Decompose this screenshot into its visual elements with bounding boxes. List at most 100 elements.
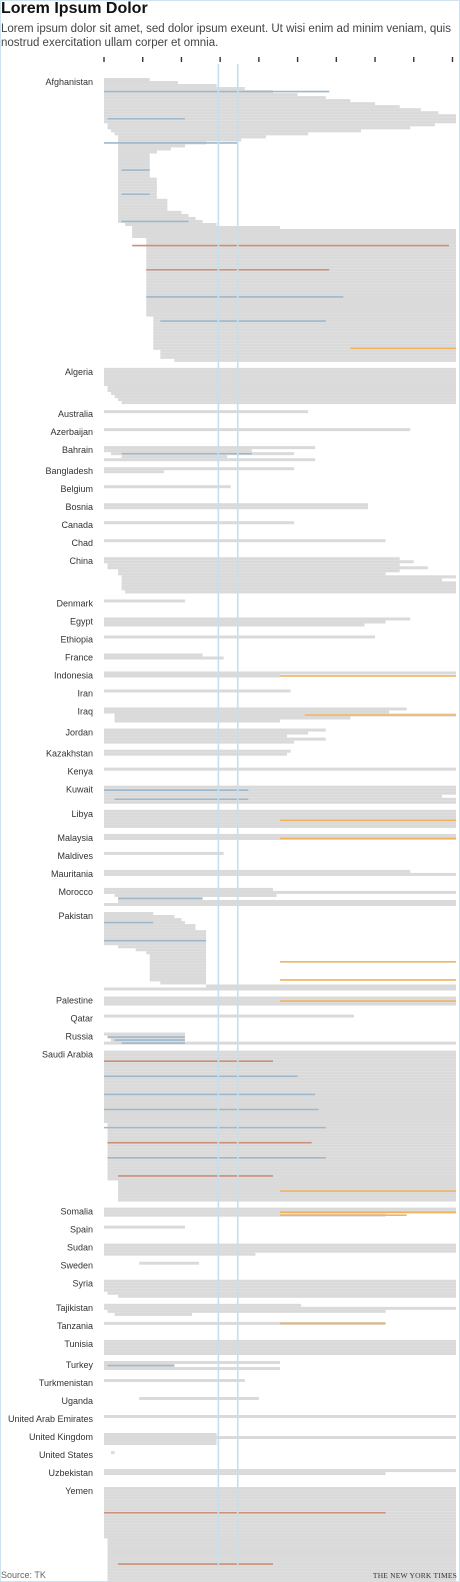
stay-bar [104, 1053, 456, 1057]
stay-bar [107, 1150, 457, 1154]
country-label: United Arab Emirates [8, 1414, 94, 1424]
stay-bar [114, 1312, 192, 1316]
stay-bar [104, 428, 411, 432]
stay-bar [104, 869, 411, 873]
country-label: Tunisia [64, 1339, 93, 1349]
stay-bar [104, 1535, 456, 1539]
stay-bar [146, 951, 207, 955]
stay-bar [107, 1553, 457, 1557]
stay-bar [146, 292, 457, 296]
stay-bar [104, 1279, 456, 1283]
stay-bar [104, 987, 456, 991]
stay-bar [146, 301, 457, 305]
stay-bar [107, 1556, 457, 1560]
stay-bar [104, 1225, 185, 1229]
stay-bar [107, 1577, 457, 1581]
stay-bar [146, 277, 457, 281]
stay-bar [146, 253, 457, 257]
stay-bar [104, 1526, 456, 1530]
stay-bar [104, 1367, 280, 1371]
stay-bar [104, 915, 175, 919]
stay-bar [104, 410, 309, 414]
country-label: Mauritania [51, 869, 93, 879]
stay-bar [104, 1068, 456, 1072]
stay-bar [104, 373, 456, 377]
country-label: Saudi Arabia [42, 1050, 93, 1060]
stay-bar [104, 927, 196, 931]
stay-bar [104, 872, 456, 876]
stay-bar [104, 1014, 354, 1018]
stay-bar [107, 1153, 457, 1157]
stay-bar [104, 1032, 185, 1036]
stay-bar [104, 117, 456, 121]
country-label: Bangladesh [45, 466, 93, 476]
stay-bar [104, 707, 407, 711]
stay-bar [104, 1243, 456, 1247]
stay-bar [107, 1559, 457, 1563]
stay-bar [146, 238, 457, 242]
stay-bar [104, 788, 456, 792]
stay-bar [149, 963, 207, 967]
country-label: Egypt [70, 616, 94, 626]
stay-bar [104, 1439, 217, 1443]
stay-bar [104, 1493, 456, 1497]
stay-bar [104, 93, 298, 97]
stay-bar [118, 153, 150, 157]
stay-bar [107, 1129, 457, 1133]
stay-bar [104, 1306, 456, 1310]
stay-bar [107, 1144, 457, 1148]
stay-bar [104, 1062, 456, 1066]
stay-bar [149, 954, 207, 958]
stay-bar [146, 274, 457, 278]
stay-bar [118, 1294, 456, 1298]
stay-bar [121, 587, 456, 591]
stay-bar [104, 1098, 456, 1102]
stay-bar [104, 635, 376, 639]
stay-bar [114, 132, 309, 136]
stay-bar [104, 996, 456, 1000]
stay-bar [146, 307, 457, 311]
stay-bar [118, 899, 456, 903]
stay-bar [104, 812, 456, 816]
credit-line: THE NEW YORK TIMES [372, 1571, 457, 1580]
stay-bar [146, 241, 457, 245]
stay-bar [104, 1508, 456, 1512]
stay-bar [107, 1541, 457, 1545]
country-label: Australia [58, 409, 93, 419]
stay-bar [104, 1065, 456, 1069]
stay-bar [107, 1309, 386, 1313]
stay-bar [107, 1574, 457, 1578]
stay-bar [174, 358, 456, 362]
country-label: Algeria [65, 367, 93, 377]
stay-bar [107, 389, 457, 393]
stay-bar [104, 1520, 456, 1524]
country-label: Yemen [65, 1486, 93, 1496]
stay-bar [146, 259, 457, 263]
stay-bar [104, 1436, 456, 1440]
stay-bar [104, 1071, 456, 1075]
stay-bar [107, 123, 435, 127]
stay-bar [107, 1580, 457, 1582]
country-label: Iraq [77, 706, 93, 716]
country-label: Palestine [56, 996, 93, 1006]
stay-bar [146, 271, 457, 275]
stay-bar [114, 893, 277, 897]
stay-bar [104, 752, 288, 756]
stay-bar [104, 1490, 456, 1494]
stay-bar [104, 737, 326, 741]
country-label: United Kingdom [29, 1432, 93, 1442]
stay-bar [104, 1111, 456, 1115]
stay-bar [118, 147, 171, 151]
stay-bar [139, 1261, 200, 1265]
stay-bar [104, 1002, 456, 1006]
country-label: Canada [61, 520, 93, 530]
stay-bar [118, 204, 168, 208]
stay-bar [107, 1568, 457, 1572]
stay-bar [118, 162, 150, 166]
stay-bar [104, 1249, 456, 1253]
stay-bar [104, 1077, 456, 1081]
stay-bar [104, 890, 456, 894]
stay-bar [104, 740, 295, 744]
stay-bar [104, 1288, 456, 1292]
stay-bar [104, 887, 273, 891]
